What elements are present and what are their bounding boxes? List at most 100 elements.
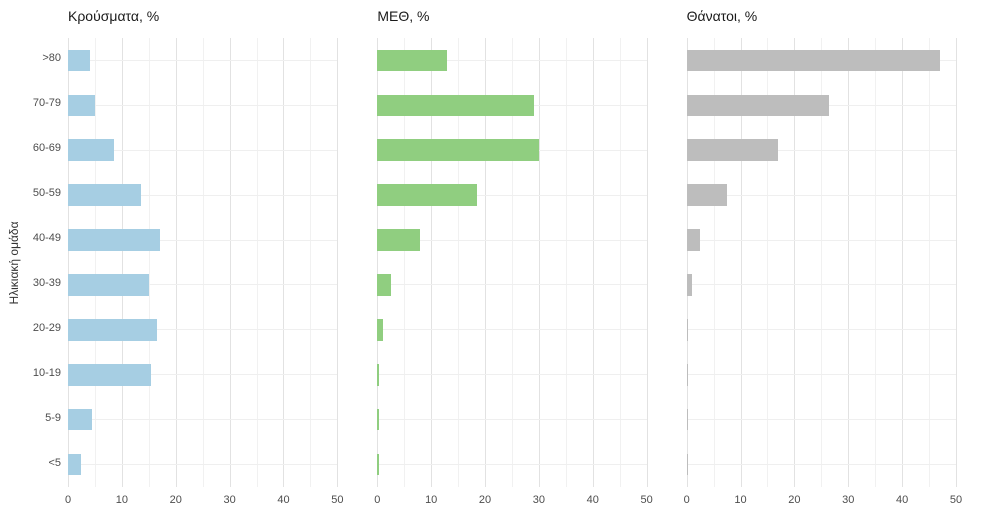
bar-<5 (686, 453, 689, 476)
x-axis-tick-label: 50 (949, 494, 963, 506)
bar-20-29 (377, 319, 383, 341)
bar-40-49 (377, 229, 421, 251)
y-axis-label: 60-69 (32, 142, 61, 155)
gridline-major (686, 38, 688, 487)
bar-50-59 (377, 184, 477, 206)
gridline-minor (458, 38, 460, 487)
gridline-major (485, 38, 487, 487)
gridline-horizontal (686, 194, 956, 196)
gridline-major (538, 38, 540, 487)
y-axis-title-area: Ηλικιακή ομάδα (6, 6, 22, 519)
panel-title-icu: ΜΕΘ, % (377, 8, 430, 24)
bar-70-79 (68, 94, 95, 117)
gridline-horizontal (68, 464, 338, 466)
gridline-horizontal (68, 104, 338, 106)
bar->80 (686, 49, 940, 72)
gridline-major (740, 38, 742, 487)
y-axis-label: 5-9 (45, 411, 61, 424)
gridline-horizontal (377, 239, 647, 241)
bar-20-29 (68, 319, 157, 341)
gridline-major (955, 38, 957, 487)
x-axis-tick-label: 40 (895, 494, 909, 506)
panel-title-deaths: Θάνατοι, % (686, 8, 758, 24)
bar-5-9 (68, 408, 93, 431)
chart-panel-icu: ΜΕΘ, % 0 10 20 30 40 50 (374, 6, 653, 519)
gridline-horizontal (686, 149, 956, 151)
bar-70-79 (686, 94, 830, 117)
chart-panel-cases: Κρούσματα, % 0 10 20 30 40 50 (65, 6, 344, 519)
x-axis-tick-label: 40 (277, 494, 290, 506)
gridline-horizontal (686, 464, 956, 466)
gridline-horizontal (377, 374, 647, 376)
gridline-major (377, 38, 379, 487)
y-axis-labels: >80 70-79 60-69 50-59 40-49 30-39 20-29 10-19 5-… (22, 36, 68, 485)
bar->80 (68, 49, 90, 72)
y-axis-label: >80 (42, 52, 61, 65)
gridline-horizontal (686, 329, 956, 331)
gridline-major (431, 38, 433, 487)
gridline-major (592, 38, 594, 487)
gridline-major (646, 38, 648, 487)
gridline-minor (565, 38, 567, 487)
gridline-minor (310, 38, 312, 487)
gridline-minor (929, 38, 931, 487)
gridline-horizontal (68, 374, 338, 376)
y-axis-label: 50-59 (32, 187, 61, 200)
x-axis-tick-label: 10 (734, 494, 747, 506)
bar-50-59 (686, 184, 728, 206)
x-axis-tick-label: 20 (169, 494, 182, 506)
gridline-horizontal (686, 284, 956, 286)
bar-30-39 (686, 274, 693, 296)
gridline-horizontal (377, 59, 647, 61)
bar-<5 (68, 453, 82, 476)
gridline-horizontal (68, 149, 338, 151)
x-axis-tick-label: 10 (425, 494, 438, 506)
x-axis-tick-label: 10 (115, 494, 128, 506)
gridline-minor (511, 38, 513, 487)
gridline-minor (202, 38, 204, 487)
gridline-horizontal (68, 284, 338, 286)
bar-40-49 (686, 229, 701, 251)
bar-30-39 (377, 274, 391, 296)
bar-70-79 (377, 94, 534, 117)
bar-10-19 (68, 363, 152, 386)
panel-title-cases: Κρούσματα, % (68, 8, 160, 24)
bar-10-19 (686, 363, 689, 386)
gridline-major (794, 38, 796, 487)
gridline-horizontal (68, 419, 338, 421)
x-axis-deaths: 0 10 20 30 40 50 (684, 487, 963, 513)
bar-<5 (377, 453, 380, 476)
gridline-minor (619, 38, 621, 487)
gridline-minor (713, 38, 715, 487)
gridline-major (902, 38, 904, 487)
gridline-minor (404, 38, 406, 487)
plot-area-icu (377, 38, 648, 487)
gridline-major (175, 38, 177, 487)
y-axis-label: <5 (48, 456, 61, 469)
x-axis-cases: 0 10 20 30 40 50 (65, 487, 344, 513)
x-axis-tick-label: 30 (532, 494, 546, 506)
plot-area-deaths (686, 38, 957, 487)
bar-50-59 (68, 184, 141, 206)
bar-60-69 (377, 139, 539, 162)
x-axis-tick-label: 20 (788, 494, 801, 506)
x-axis-icu: 0 10 20 30 40 50 (374, 487, 653, 513)
gridline-horizontal (686, 239, 956, 241)
gridline-horizontal (377, 329, 647, 331)
gridline-horizontal (377, 284, 647, 286)
gridline-major (229, 38, 231, 487)
gridline-minor (148, 38, 150, 487)
bar->80 (377, 49, 448, 72)
plot-area-cases (68, 38, 339, 487)
gridline-minor (94, 38, 96, 487)
gridline-major (848, 38, 850, 487)
y-axis-label: 10-19 (32, 366, 61, 379)
bar-20-29 (686, 319, 689, 341)
x-axis-tick-label: 20 (478, 494, 492, 506)
x-axis-tick-label: 40 (586, 494, 599, 506)
bar-40-49 (68, 229, 160, 251)
chart-panel-deaths: Θάνατοι, % 0 10 20 30 40 50 (684, 6, 963, 519)
bar-10-19 (377, 363, 379, 386)
gridline-horizontal (377, 419, 647, 421)
y-axis-label: 20-29 (32, 321, 61, 334)
